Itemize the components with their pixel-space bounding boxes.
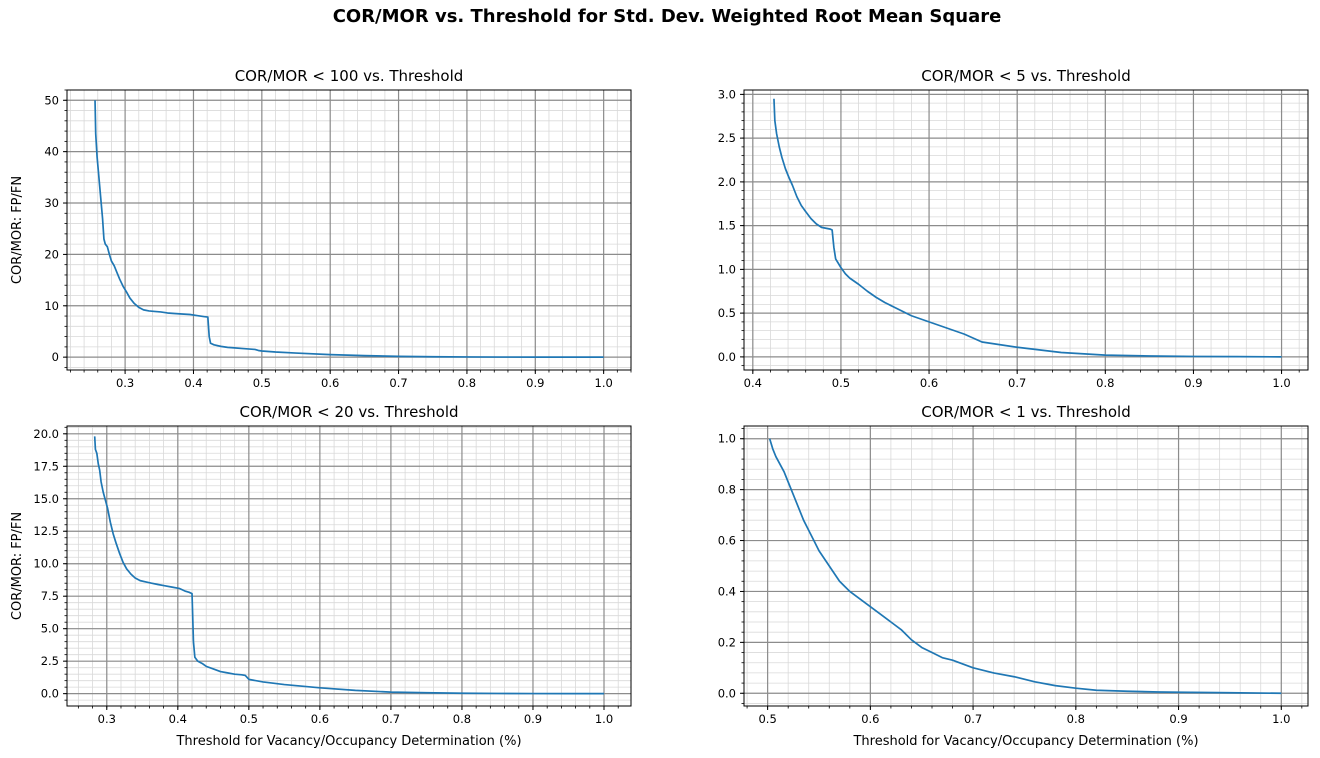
y-tick-label: 1.0 <box>718 262 736 276</box>
chart-panel-2: 0.4 0.5 0.6 0.7 0.8 0.9 1.0 0.0 0.5 1.0 1.5 2.0 2.5 3… <box>718 67 1309 390</box>
series-line <box>94 100 604 359</box>
y-tick-label: 40 <box>44 145 59 159</box>
panel-title: COR/MOR < 100 vs. Threshold <box>235 67 464 85</box>
panel-title: COR/MOR < 1 vs. Threshold <box>921 403 1131 421</box>
x-tick-label: 0.4 <box>169 712 187 726</box>
x-tick-label: 0.3 <box>116 376 134 390</box>
y-tick-label: 10.0 <box>33 557 59 571</box>
y-axis-label: COR/MOR: FP/FN <box>10 176 25 284</box>
y-tick-label: 20 <box>44 247 59 261</box>
y-tick-label: 7.5 <box>41 589 59 603</box>
minor-grid <box>741 90 1308 373</box>
y-tick-label: 10 <box>44 299 59 313</box>
axes-frame <box>743 425 1309 707</box>
x-tick-label: 0.4 <box>744 376 762 390</box>
x-tick-label: 0.6 <box>861 712 879 726</box>
x-tick-label: 0.3 <box>98 712 116 726</box>
x-tick-label: 0.8 <box>458 376 476 390</box>
x-tick-label: 1.0 <box>595 712 613 726</box>
y-tick-label: 2.5 <box>41 654 59 668</box>
y-tick-label: 0.0 <box>718 686 736 700</box>
y-tick-label: 20.0 <box>33 427 59 441</box>
panel-title: COR/MOR < 5 vs. Threshold <box>921 67 1131 85</box>
y-tick-label: 2.0 <box>718 175 736 189</box>
y-tick-label: 2.5 <box>718 131 736 145</box>
y-tick-label: 5.0 <box>41 622 59 636</box>
x-tick-label: 0.9 <box>524 712 542 726</box>
minor-grid <box>741 426 1308 709</box>
x-tick-label: 0.9 <box>526 376 544 390</box>
chart-panel-3: 0.3 0.4 0.5 0.6 0.7 0.8 0.9 1.0 0.0 2.5 5.0 7.5 10.0… <box>10 403 632 749</box>
x-tick-label: 0.8 <box>1096 376 1114 390</box>
x-tick-label: 0.9 <box>1184 376 1202 390</box>
axes-frame <box>743 89 1309 371</box>
y-tick-label: 0.4 <box>718 584 736 598</box>
y-tick-label: 0.8 <box>718 483 736 497</box>
x-tick-label: 0.5 <box>240 712 258 726</box>
y-tick-label: 1.5 <box>718 219 736 233</box>
chart-panel-4: 0.5 0.6 0.7 0.8 0.9 1.0 0.0 0.2 0.4 0.6 0.8 1.0 COR/… <box>718 403 1309 749</box>
x-tick-label: 0.9 <box>1169 712 1187 726</box>
y-axis-label: COR/MOR: FP/FN <box>10 512 25 620</box>
y-tick-label: 3.0 <box>718 87 736 101</box>
y-tick-label: 0.6 <box>718 534 736 548</box>
x-tick-label: 0.8 <box>1067 712 1085 726</box>
y-tick-label: 0.0 <box>41 687 59 701</box>
x-axis-label: Threshold for Vacancy/Occupancy Determin… <box>175 734 521 749</box>
y-tick-label: 0.0 <box>718 350 736 364</box>
x-tick-label: 0.6 <box>311 712 329 726</box>
series-line <box>768 438 1282 695</box>
x-tick-label: 0.7 <box>389 376 407 390</box>
axes-frame <box>66 89 632 371</box>
x-tick-label: 0.7 <box>382 712 400 726</box>
minor-grid <box>64 426 631 709</box>
minor-grid <box>64 89 632 373</box>
panel-title: COR/MOR < 20 vs. Threshold <box>239 403 458 421</box>
y-tick-label: 0.5 <box>718 306 736 320</box>
x-tick-label: 1.0 <box>1272 712 1290 726</box>
x-tick-label: 0.7 <box>1008 376 1026 390</box>
y-tick-label: 0 <box>52 350 59 364</box>
y-tick-label: 15.0 <box>33 492 59 506</box>
x-tick-label: 0.8 <box>453 712 471 726</box>
x-tick-label: 0.4 <box>184 376 202 390</box>
x-tick-label: 0.5 <box>758 712 776 726</box>
x-axis-label: Threshold for Vacancy/Occupancy Determin… <box>852 734 1198 749</box>
x-tick-label: 1.0 <box>595 376 613 390</box>
figure-title: COR/MOR vs. Threshold for Std. Dev. Weig… <box>332 6 1002 27</box>
series-line <box>93 436 605 695</box>
y-tick-label: 12.5 <box>33 524 59 538</box>
y-tick-label: 0.2 <box>718 635 736 649</box>
y-tick-label: 17.5 <box>33 459 59 473</box>
x-tick-label: 1.0 <box>1272 376 1290 390</box>
series-line <box>773 98 1282 358</box>
chart-panel-1: 0.3 0.4 0.5 0.6 0.7 0.8 0.9 1.0 0 10 20 30 40 50 COR/M… <box>10 67 632 390</box>
x-tick-label: 0.5 <box>832 376 850 390</box>
x-tick-label: 0.7 <box>964 712 982 726</box>
axes-frame <box>66 425 632 707</box>
x-tick-label: 0.6 <box>321 376 339 390</box>
x-tick-label: 0.5 <box>253 376 271 390</box>
x-tick-label: 0.6 <box>920 376 938 390</box>
y-tick-label: 50 <box>44 93 59 107</box>
y-tick-label: 30 <box>44 196 59 210</box>
y-tick-label: 1.0 <box>718 432 736 446</box>
